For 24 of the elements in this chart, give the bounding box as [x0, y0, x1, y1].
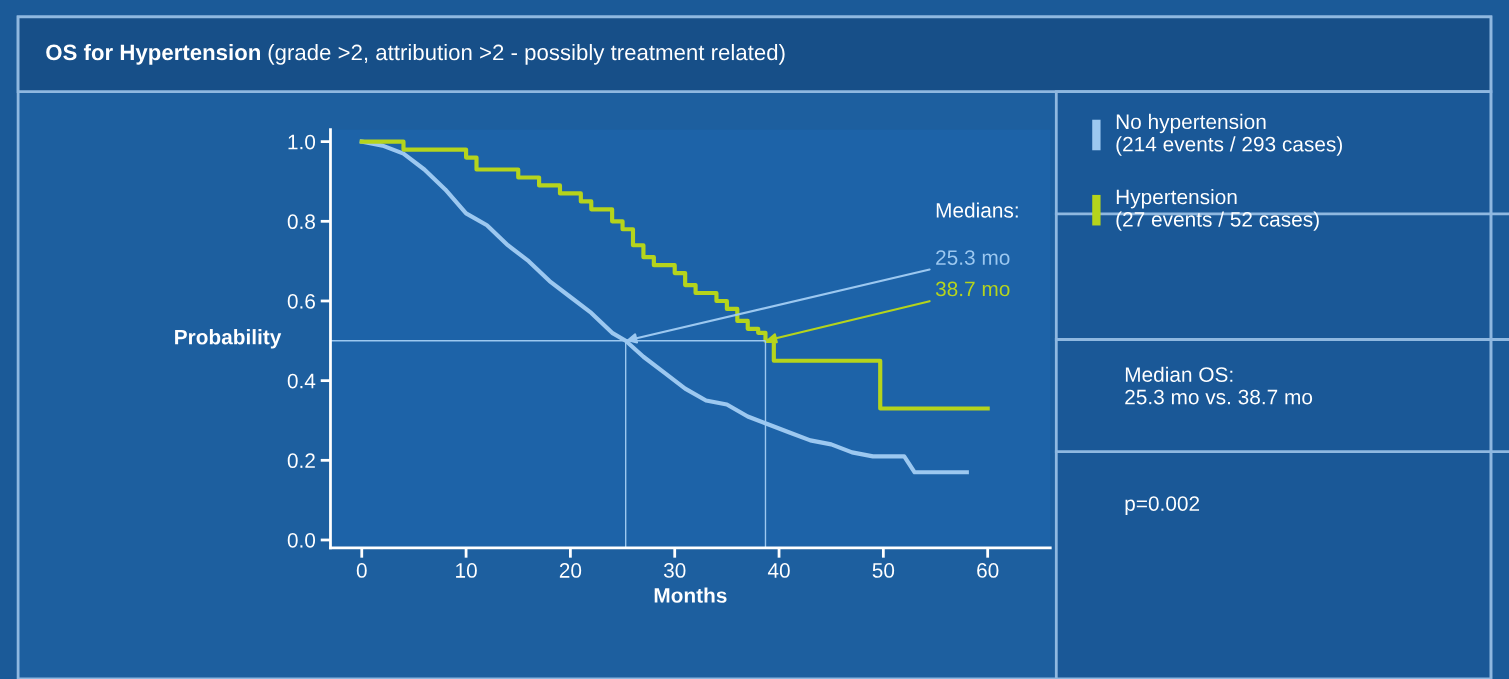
- chart-subtitle: (grade >2, attribution >2 - possibly treatment related): [268, 43, 785, 65]
- y-tick-label: 0.8: [287, 214, 315, 230]
- annotation: Medians:: [936, 202, 1018, 218]
- y-tick-label: 0.0: [287, 532, 316, 548]
- x-tick-label: 40: [767, 563, 790, 578]
- legend-label: No hypertension (214 events / 293 cases): [1116, 113, 1342, 156]
- y-tick-label: 0.2: [287, 453, 315, 469]
- legend-label: Hypertension (27 events / 52 cases): [1116, 189, 1319, 231]
- x-tick-label: 10: [456, 563, 477, 578]
- x-tick-label: 20: [559, 563, 582, 578]
- x-tick-label: 30: [663, 563, 686, 578]
- x-tick-label: 0: [356, 563, 367, 578]
- y-axis-title: Probability: [175, 329, 282, 349]
- x-axis-title: Months: [654, 587, 727, 603]
- y-tick-label: 1.0: [288, 134, 316, 150]
- text: Median OS: 25.3 mo vs. 38.7 mo: [1125, 366, 1313, 405]
- annotation: 25.3 mo: [936, 250, 1010, 265]
- chart-title: OS for Hypertension: [46, 43, 260, 65]
- y-tick-label: 0.6: [287, 293, 315, 309]
- text: p=0.002: [1125, 496, 1200, 516]
- y-tick-label: 0.4: [287, 373, 316, 389]
- x-tick-label: 60: [977, 563, 999, 578]
- annotation: 38.7 mo: [935, 281, 1010, 297]
- x-tick-label: 50: [872, 563, 895, 578]
